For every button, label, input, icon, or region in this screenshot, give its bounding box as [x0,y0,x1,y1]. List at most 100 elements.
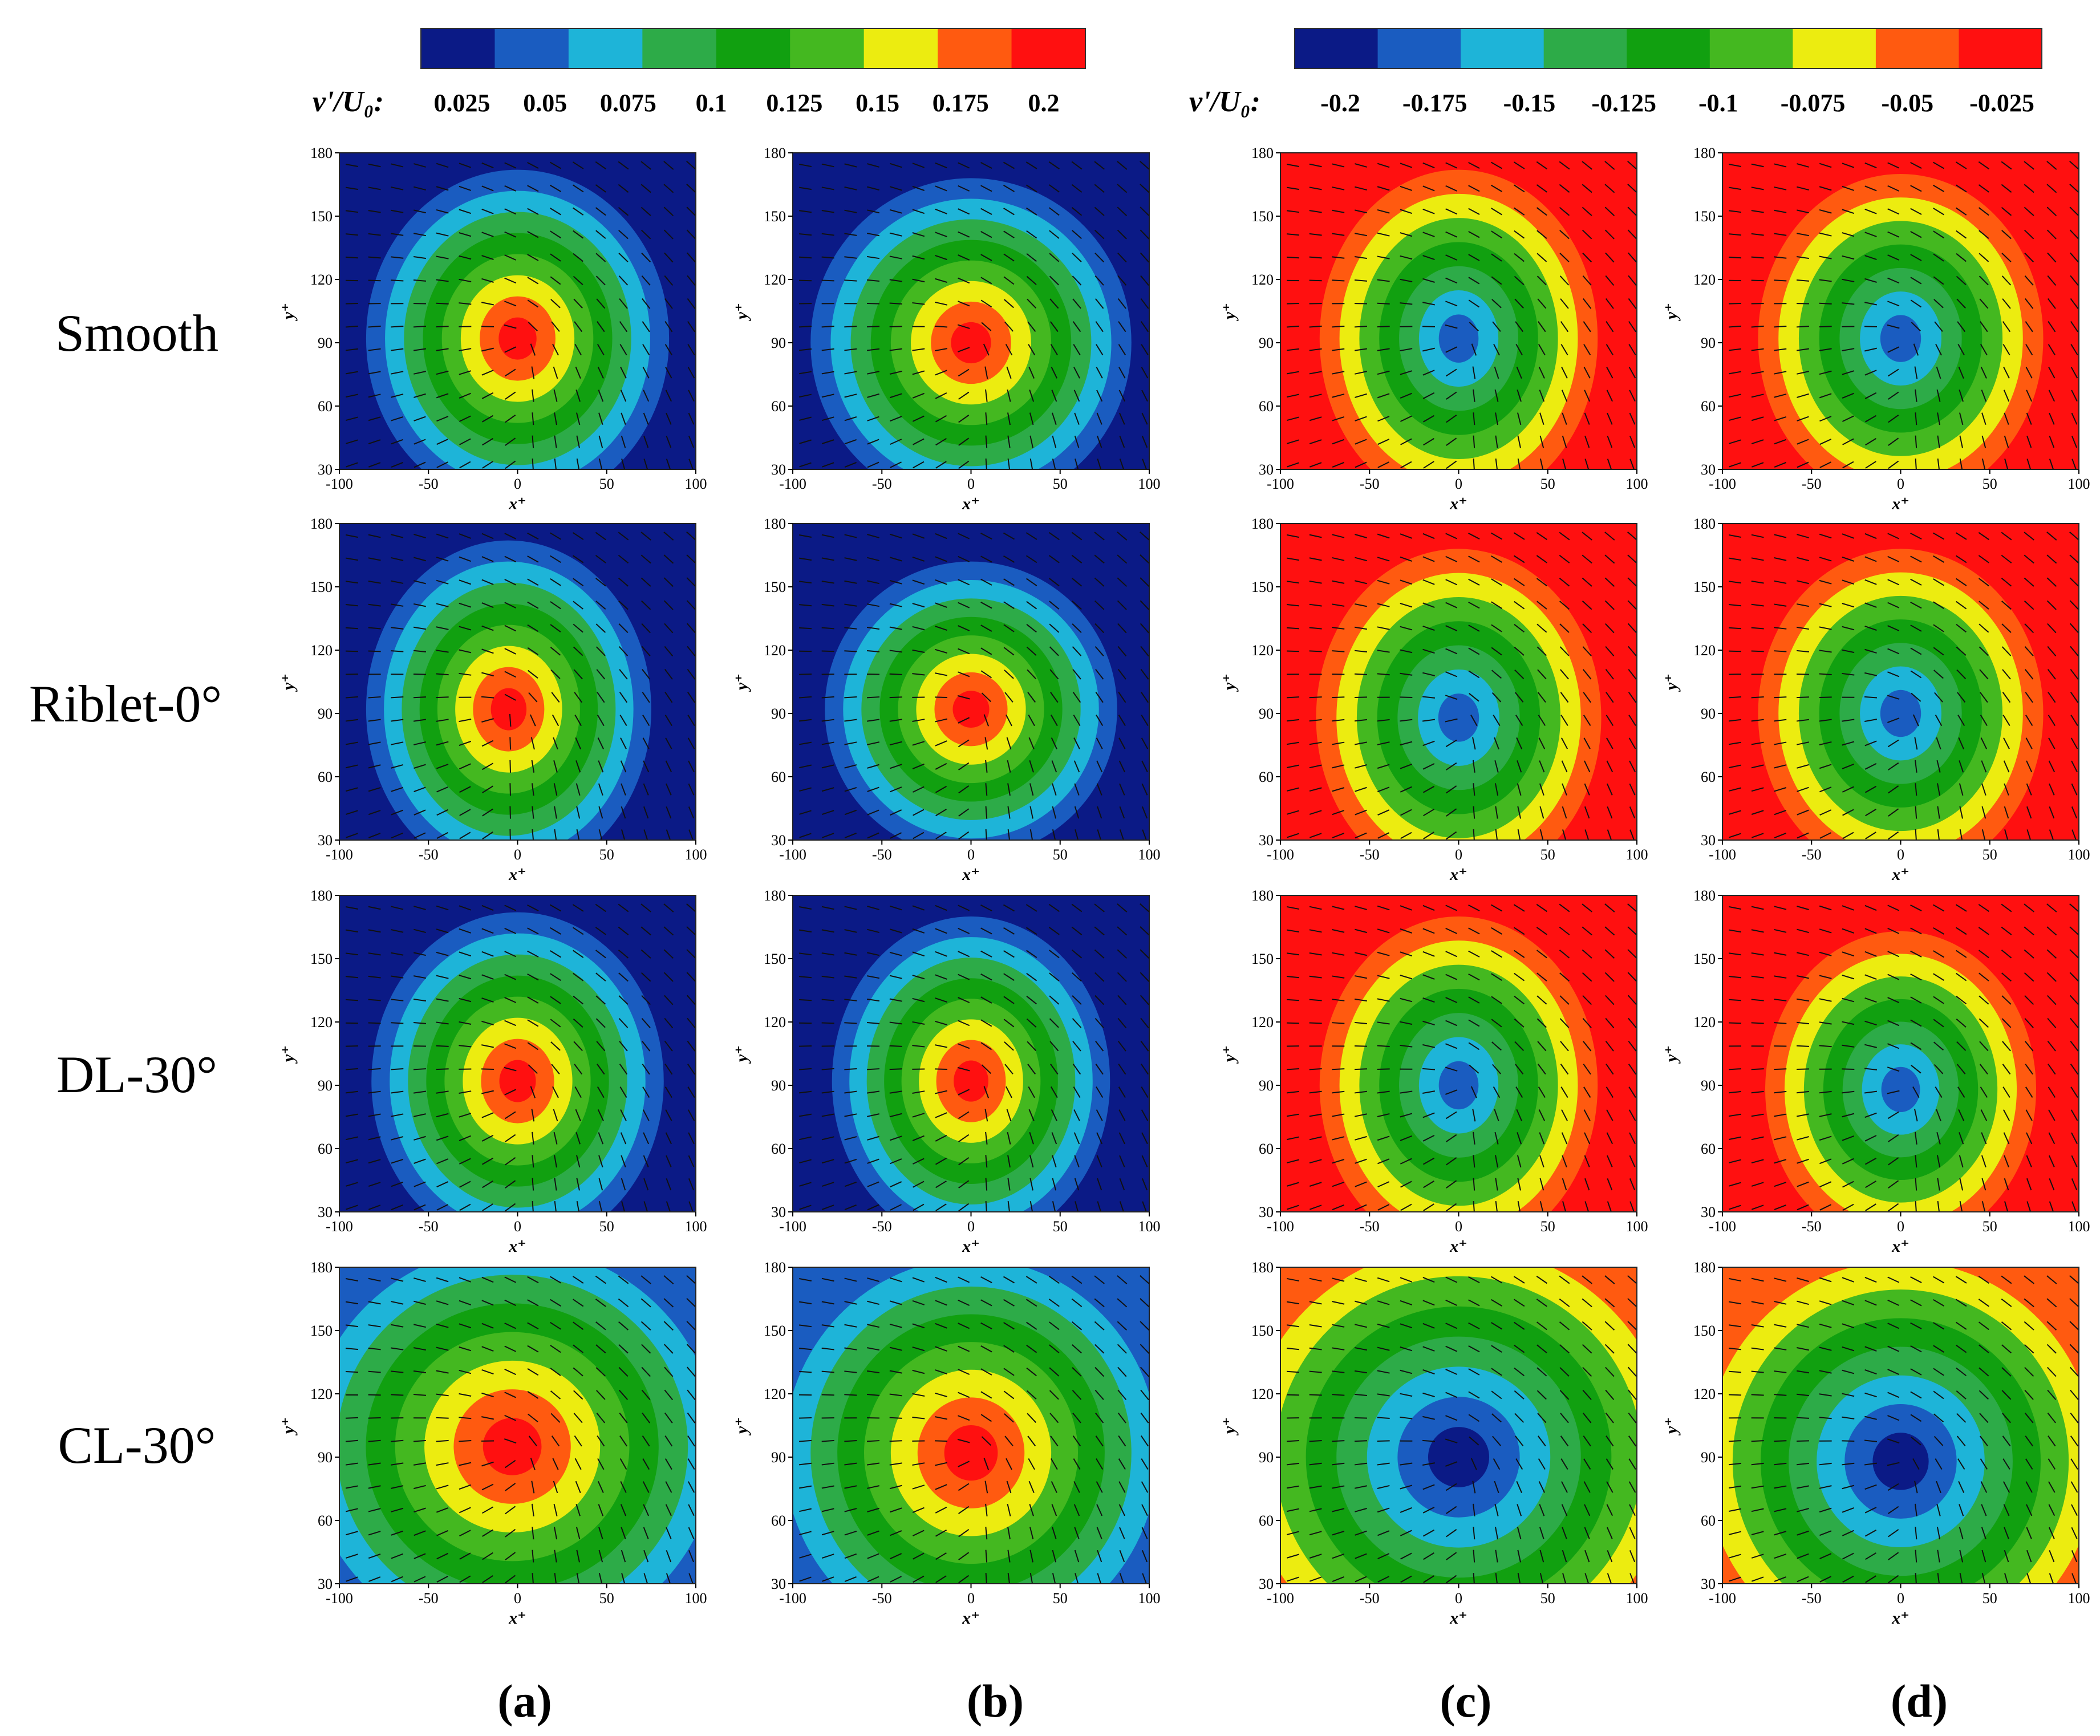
vector-arrow [346,1204,358,1210]
x-tick-label: -100 [779,846,806,863]
vector-arrow [958,808,970,817]
vector-arrow [1774,186,1787,190]
vector-arrow [391,534,404,538]
vector-arrow [640,926,651,936]
vector-arrow [1728,604,1742,607]
vector-arrow [550,1019,561,1028]
vector-arrow [550,578,561,586]
vector-arrow [598,412,603,425]
vector-arrow [1751,1113,1764,1117]
vector-arrow [643,1155,649,1167]
vector-arrow [687,1366,696,1377]
vector-arrow [1354,719,1368,722]
vector-arrow [642,298,651,309]
vector-arrow [618,1321,629,1331]
vector-arrow [1955,555,1967,563]
x-tick-label: 50 [599,476,614,492]
vector-arrow [687,646,696,657]
row-label-riblet: Riblet-0° [29,675,222,733]
vector-arrow [642,344,650,356]
vector-arrow [1627,532,1637,541]
vector-arrow [958,762,970,770]
vector-arrow [1309,999,1322,1001]
vector-arrow [1141,715,1149,726]
vector-arrow [2071,1132,2078,1145]
vector-arrow [413,832,426,839]
vector-arrow [1286,929,1300,933]
vector-arrow [481,1506,494,1514]
vector-arrow [798,186,812,190]
vector-arrow [866,650,880,652]
vector-arrow [2046,903,2057,912]
vector-arrow [550,973,561,981]
vector-arrow [1606,1504,1613,1516]
y-axis-label: y⁺ [1220,303,1239,321]
y-tick-label: 90 [1259,705,1274,722]
vector-arrow [551,321,560,332]
vector-arrow [1377,1484,1390,1489]
vector-arrow [1728,256,1742,259]
vector-arrow [1006,737,1012,750]
vector-arrow [844,603,857,607]
vector-arrow [1774,1324,1787,1328]
vector-arrow [1584,435,1590,448]
vector-arrow [505,1180,516,1189]
vector-arrow [1583,1109,1591,1121]
vector-arrow [1027,1413,1036,1423]
vector-arrow [1400,741,1413,746]
vector-arrow [1819,809,1832,816]
vector-arrow [1309,929,1322,933]
vector-arrow [345,325,359,328]
vector-arrow [1029,1155,1034,1168]
vector-arrow [2047,1017,2057,1028]
vector-arrow [413,416,426,421]
vector-arrow [798,1113,812,1117]
vector-arrow [686,577,696,587]
vector-arrow [346,534,358,538]
vector-arrow [1468,950,1480,958]
vector-arrow [1048,555,1060,563]
vector-arrow [1819,1045,1832,1048]
vector-arrow [391,1158,404,1164]
vector-arrow [1910,927,1922,935]
vector-arrow [686,600,696,610]
vector-arrow [1842,1158,1854,1165]
vector-arrow [1516,1481,1522,1493]
vector-arrow [643,412,649,425]
vector-arrow [459,1203,471,1211]
vector-arrow [1491,1413,1502,1423]
vector-arrow [1071,949,1083,959]
vector-arrow [597,715,605,727]
vector-arrow [889,393,902,399]
vector-arrow [912,763,925,769]
vector-arrow [413,928,426,934]
vector-arrow [1560,669,1569,680]
vector-arrow [1400,533,1413,539]
vector-arrow [1888,391,1899,400]
vector-arrow [1004,1413,1014,1423]
vector-arrow [844,580,857,584]
vector-arrow [573,578,584,587]
vector-arrow [1006,1109,1012,1122]
vector-arrow [1096,390,1103,402]
vector-arrow [912,649,925,654]
vector-arrow [912,255,925,260]
vector-arrow [1606,1109,1613,1121]
vector-arrow [985,1178,988,1191]
vector-arrow [1354,1090,1368,1094]
vector-arrow [1559,926,1570,935]
vector-arrow [1007,1527,1011,1540]
vector-arrow [1096,1504,1103,1516]
contour-level [952,691,990,728]
y-tick-label: 120 [764,1386,786,1402]
vector-arrow [1422,904,1435,911]
vector-arrow [1774,787,1787,792]
vector-arrow [1142,459,1148,469]
vector-arrow [618,1344,629,1354]
vector-arrow [1864,672,1877,676]
vector-arrow [1377,928,1390,934]
vector-arrow [1536,184,1547,193]
vector-arrow [980,208,992,215]
vector-arrow [844,186,857,190]
